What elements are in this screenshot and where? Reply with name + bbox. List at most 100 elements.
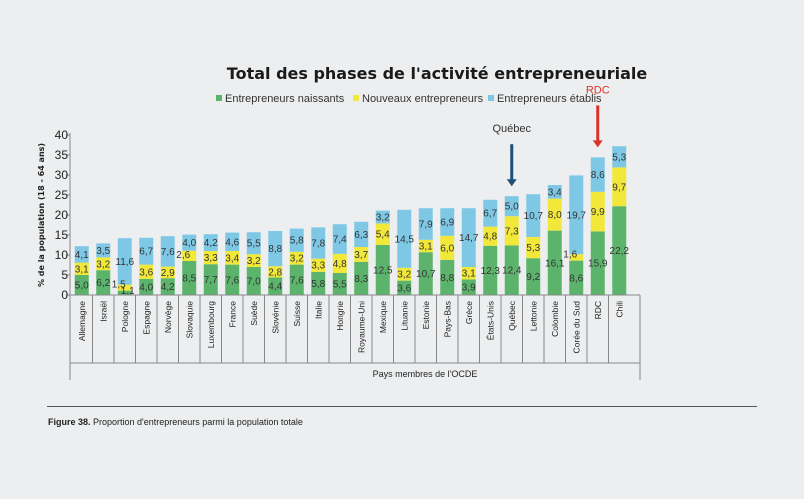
data-label: 8,0: [548, 210, 562, 221]
bar-segment-1: [117, 290, 132, 295]
x-tick-label: Royaume-Uni: [356, 301, 366, 353]
x-tick-label: Luxembourg: [206, 301, 216, 349]
legend-swatch-1: [216, 95, 222, 101]
data-label: 5,5: [247, 239, 261, 250]
y-axis-title: % de la population (18 - 64 ans): [37, 143, 46, 287]
bar-segment-2: [225, 251, 240, 265]
y-tick-label: 5: [61, 268, 68, 282]
bar-segment-2: [547, 198, 562, 231]
bar-segment-3: [547, 185, 562, 199]
x-axis-title: Pays membres de l'OCDE: [373, 369, 478, 379]
x-tick-label: Slovénie: [270, 301, 280, 334]
data-label: 3,9: [462, 283, 476, 294]
data-label: 22,2: [610, 246, 630, 257]
bar-segment-2: [354, 247, 369, 262]
bar-segment-1: [612, 206, 627, 295]
data-label: 3,4: [548, 187, 562, 198]
legend-label-2: Nouveaux entrepreneurs: [362, 93, 484, 105]
figure-caption: Figure 38. Proportion d'entrepreneurs pa…: [48, 417, 303, 427]
data-label: 8,6: [569, 273, 583, 284]
data-label: 7,3: [505, 226, 519, 237]
x-tick-label: France: [227, 301, 237, 328]
data-label: 5,0: [75, 281, 89, 292]
bar-segment-1: [504, 245, 519, 295]
y-tick-label: 25: [55, 188, 69, 202]
caption-label: Figure 38.: [48, 417, 91, 427]
bar-segment-2: [117, 284, 132, 291]
data-label: 4,6: [225, 237, 239, 248]
x-tick-label: RDC: [593, 301, 603, 319]
data-label: 3,2: [376, 213, 390, 224]
x-tick-label: Allemagne: [77, 301, 87, 341]
bar-segment-2: [96, 257, 111, 271]
x-tick-label: Colombie: [550, 301, 560, 337]
bar-segment-1: [268, 277, 283, 295]
data-label: 3,3: [204, 253, 218, 264]
bar-segment-2: [375, 223, 390, 245]
data-label: 6,2: [96, 278, 110, 289]
data-label: 16,1: [545, 258, 565, 269]
x-tick-label: Suisse: [292, 301, 302, 327]
data-label: 7,6: [290, 275, 304, 286]
data-label: 4,0: [139, 283, 153, 294]
data-label: 6,7: [139, 247, 153, 258]
x-tick-label: Grèce: [464, 301, 474, 324]
bar-segment-2: [74, 262, 89, 275]
chart-title: Total des phases de l'activité entrepren…: [227, 64, 648, 83]
x-tick-label: Italie: [313, 301, 323, 319]
data-label: 5,8: [311, 279, 325, 290]
y-tick-label: 0: [61, 288, 68, 302]
data-label: 1,1: [121, 286, 135, 297]
bar-segment-2: [311, 258, 326, 272]
bar-segment-1: [397, 280, 412, 295]
data-label: 4,1: [75, 250, 89, 261]
bar-segment-1: [547, 230, 562, 295]
data-label: 3,1: [75, 264, 89, 275]
data-label: 3,1: [419, 242, 433, 253]
data-label: 14,7: [459, 233, 479, 244]
data-label: 7,6: [225, 275, 239, 286]
data-label: 9,2: [526, 272, 540, 283]
data-label: 7,8: [311, 239, 325, 250]
data-label: 2,6: [176, 250, 190, 261]
data-label: 8,5: [182, 274, 196, 285]
bar-segment-1: [139, 279, 154, 295]
bar-segment-1: [375, 245, 390, 295]
data-label: 4,4: [268, 282, 282, 293]
bar-segment-1: [461, 279, 476, 295]
x-tick-label: Espagne: [141, 301, 151, 335]
data-label: 7,9: [419, 220, 433, 231]
x-tick-label: Lettonie: [528, 301, 538, 332]
x-tick-label: Suède: [249, 301, 259, 326]
y-axis: 0 5 10 15 20 25 30 35 40: [55, 128, 71, 302]
bar-segment-2: [440, 235, 455, 260]
bar-segment-3: [332, 224, 347, 254]
x-tick-label: Corée du Sud: [571, 301, 581, 354]
bar-segment-3: [74, 246, 89, 263]
x-tick-label: Québec: [507, 300, 517, 331]
bar-segment-1: [289, 264, 304, 295]
y-tick-label: 15: [55, 228, 69, 242]
data-label: 3,2: [247, 256, 261, 267]
data-label: 6,0: [440, 243, 454, 254]
bar-segment-3: [182, 234, 197, 251]
data-label: 3,3: [311, 261, 325, 272]
bar-segment-3: [311, 227, 326, 259]
data-label: 4,2: [204, 238, 218, 249]
bar-segment-3: [418, 208, 433, 240]
data-label: 3,1: [462, 269, 476, 280]
bar-segment-3: [612, 146, 627, 168]
data-label: 3,6: [139, 267, 153, 278]
bar-segment-3: [483, 199, 498, 227]
x-tick-label: Israël: [98, 301, 108, 322]
legend-label-3: Entrepreneurs établis: [497, 93, 602, 105]
bar-segment-2: [332, 253, 347, 273]
annotation-arrow-head-1: [506, 179, 517, 187]
x-tick-label: Hongrie: [335, 301, 345, 331]
data-label: 3,2: [290, 254, 304, 265]
data-label: 10,7: [416, 269, 436, 280]
data-label: 8,8: [268, 244, 282, 255]
data-label: 2,8: [268, 267, 282, 278]
bar-segment-1: [74, 275, 89, 295]
